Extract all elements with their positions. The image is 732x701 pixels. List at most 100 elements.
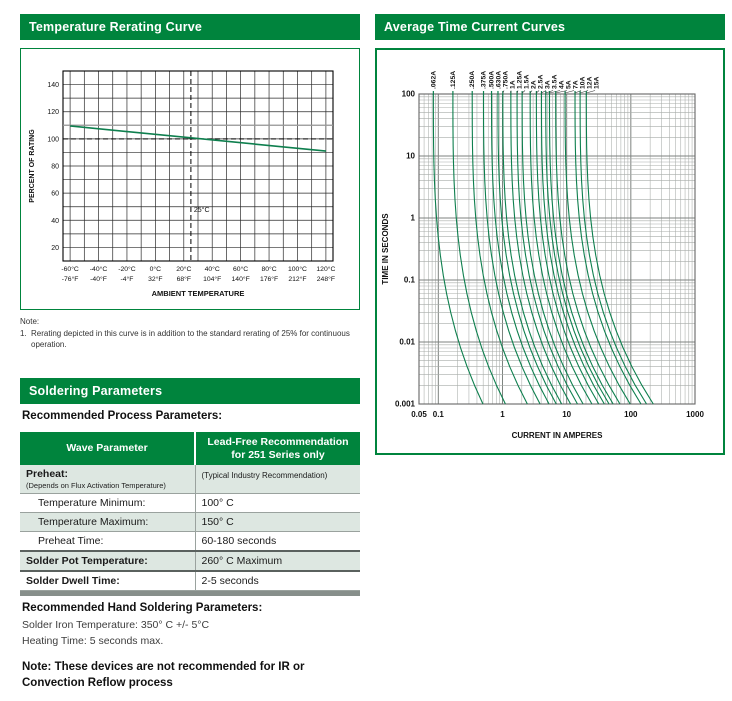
- svg-text:.630A: .630A: [496, 71, 503, 89]
- temperature-rerating-chart: 25°C 20 40 60 80 100 120 140 -60°C -76°F -40°C -40°…: [29, 70, 335, 298]
- param-preheat-subtext: (Depends on Flux Activation Temperature): [26, 481, 166, 491]
- curve-12A: [579, 93, 647, 405]
- svg-text:60: 60: [51, 191, 59, 198]
- param-temperature-minimum: Temperature Minimum:: [20, 493, 195, 514]
- svg-text:2A: 2A: [531, 80, 538, 89]
- svg-text:80: 80: [51, 164, 59, 171]
- svg-text:.062A: .062A: [430, 71, 437, 89]
- value-temperature-maximum: 150° C: [194, 512, 360, 533]
- svg-text:1.5A: 1.5A: [524, 75, 531, 89]
- curve-15A: [585, 93, 654, 405]
- svg-text:248°F: 248°F: [317, 275, 335, 283]
- svg-text:25°C: 25°C: [194, 206, 210, 214]
- svg-text:-20°C: -20°C: [118, 265, 136, 273]
- svg-text:10: 10: [562, 410, 571, 419]
- hand-soldering-title: Recommended Hand Soldering Parameters:: [22, 602, 263, 614]
- table-row: Temperature Maximum: 150° C: [20, 512, 360, 533]
- svg-text:2.5A: 2.5A: [538, 75, 545, 89]
- value-temperature-minimum: 100° C: [194, 493, 360, 514]
- note-item-number: 1.: [20, 329, 27, 339]
- grid: [419, 94, 695, 404]
- value-preheat: (Typical Industry Recommendation): [194, 465, 360, 495]
- value-solder-dwell-time: 2-5 seconds: [194, 571, 360, 592]
- svg-text:.500A: .500A: [489, 71, 496, 89]
- column-header-wave-parameter: Wave Parameter: [20, 432, 196, 466]
- svg-text:-40°C: -40°C: [90, 265, 108, 273]
- svg-text:10: 10: [406, 152, 415, 161]
- curve-.375A: [482, 94, 541, 405]
- heating-time-line: Heating Time: 5 seconds max.: [22, 634, 164, 647]
- table-row: Preheat Time: 60-180 seconds: [20, 531, 360, 553]
- svg-text:176°F: 176°F: [260, 275, 278, 283]
- curve-.125A: [452, 94, 506, 405]
- table-header-row: Wave Parameter Lead-Free Recommendation …: [20, 432, 360, 466]
- rerating-note: Note: 1. Rerating depicted in this curve…: [20, 316, 360, 351]
- svg-text:0.05: 0.05: [411, 410, 427, 419]
- svg-text:-60°C: -60°C: [61, 265, 79, 273]
- svg-text:15A: 15A: [594, 76, 601, 89]
- svg-text:-76°F: -76°F: [62, 275, 79, 283]
- svg-text:5A: 5A: [566, 80, 573, 89]
- svg-text:100: 100: [402, 90, 416, 99]
- curve-.062A: [432, 94, 484, 405]
- svg-text:20°C: 20°C: [176, 265, 191, 273]
- grid: [63, 71, 333, 261]
- svg-text:12A: 12A: [587, 76, 594, 89]
- svg-text:1A: 1A: [510, 80, 517, 89]
- svg-text:TIME IN SECONDS: TIME IN SECONDS: [381, 213, 390, 285]
- solder-iron-temperature-line: Solder Iron Temperature: 350° C +/- 5°C: [22, 619, 210, 631]
- time-current-chart-panel: .062A .125A .250A .375A .500A .630A .750A 1A 1.2…: [375, 48, 725, 455]
- curve-.250A: [471, 94, 528, 405]
- table-row: Temperature Minimum: 100° C: [20, 493, 360, 514]
- section-header-average-time-current-curves: Average Time Current Curves: [375, 14, 725, 40]
- param-solder-dwell-time: Solder Dwell Time:: [20, 571, 195, 592]
- temperature-rerating-chart-panel: 25°C 20 40 60 80 100 120 140 -60°C -76°F -40°C -40°…: [20, 48, 360, 310]
- process-parameters-title: Recommended Process Parameters:: [22, 410, 223, 422]
- svg-text:140: 140: [47, 82, 59, 89]
- svg-text:-40°F: -40°F: [90, 275, 107, 283]
- table-row: Solder Pot Temperature: 260° C Maximum: [20, 551, 360, 573]
- param-preheat-time: Preheat Time:: [20, 531, 195, 553]
- value-preheat-time: 60-180 seconds: [194, 531, 360, 553]
- curve-2A: [529, 94, 593, 405]
- curve-.750A: [502, 93, 563, 405]
- svg-text:4A: 4A: [559, 80, 566, 89]
- svg-text:0.1: 0.1: [433, 410, 445, 419]
- svg-text:7A: 7A: [573, 80, 580, 89]
- svg-text:.750A: .750A: [503, 71, 510, 89]
- svg-text:212°F: 212°F: [288, 275, 306, 283]
- svg-text:68°F: 68°F: [177, 275, 191, 283]
- svg-text:3A: 3A: [545, 80, 552, 89]
- svg-text:100: 100: [624, 410, 638, 419]
- reflow-warning-note: Note: These devices are not recommended …: [22, 660, 305, 689]
- svg-text:AMBIENT TEMPERATURE: AMBIENT TEMPERATURE: [152, 289, 245, 298]
- note-label: Note:: [20, 317, 40, 326]
- svg-text:.375A: .375A: [481, 71, 488, 89]
- svg-text:0°C: 0°C: [150, 265, 161, 273]
- curve-4A: [548, 94, 614, 405]
- svg-text:-4°F: -4°F: [120, 275, 133, 283]
- table-bottom-bar: [20, 591, 360, 597]
- section-header-soldering-parameters: Soldering Parameters: [20, 378, 360, 404]
- column-header-leadfree-recommendation: Lead-Free Recommendation for 251 Series …: [195, 432, 360, 466]
- svg-text:40°C: 40°C: [205, 265, 220, 273]
- svg-text:120: 120: [47, 109, 59, 116]
- curve-1.25A: [516, 93, 578, 405]
- svg-text:10A: 10A: [580, 76, 587, 89]
- svg-text:100: 100: [47, 136, 59, 143]
- svg-text:40: 40: [51, 218, 59, 225]
- svg-text:0.1: 0.1: [404, 276, 416, 285]
- curve-2.5A: [535, 94, 600, 405]
- section-header-temperature-rerating: Temperature Rerating Curve: [20, 14, 360, 40]
- svg-text:140°F: 140°F: [232, 275, 250, 283]
- soldering-parameters-table-wrap: Wave Parameter Lead-Free Recommendation …: [20, 432, 360, 597]
- table-row: Solder Dwell Time: 2-5 seconds: [20, 571, 360, 592]
- time-current-chart: .062A .125A .250A .375A .500A .630A .750A 1A 1.2…: [381, 71, 704, 440]
- rerating-curve: [70, 125, 326, 152]
- table-row: Preheat: (Depends on Flux Activation Tem…: [20, 465, 360, 495]
- soldering-parameters-table: Wave Parameter Lead-Free Recommendation …: [20, 432, 360, 592]
- svg-text:1: 1: [411, 214, 416, 223]
- svg-text:32°F: 32°F: [148, 275, 162, 283]
- svg-text:PERCENT OF RATING: PERCENT OF RATING: [29, 129, 36, 203]
- svg-text:.250A: .250A: [469, 71, 476, 89]
